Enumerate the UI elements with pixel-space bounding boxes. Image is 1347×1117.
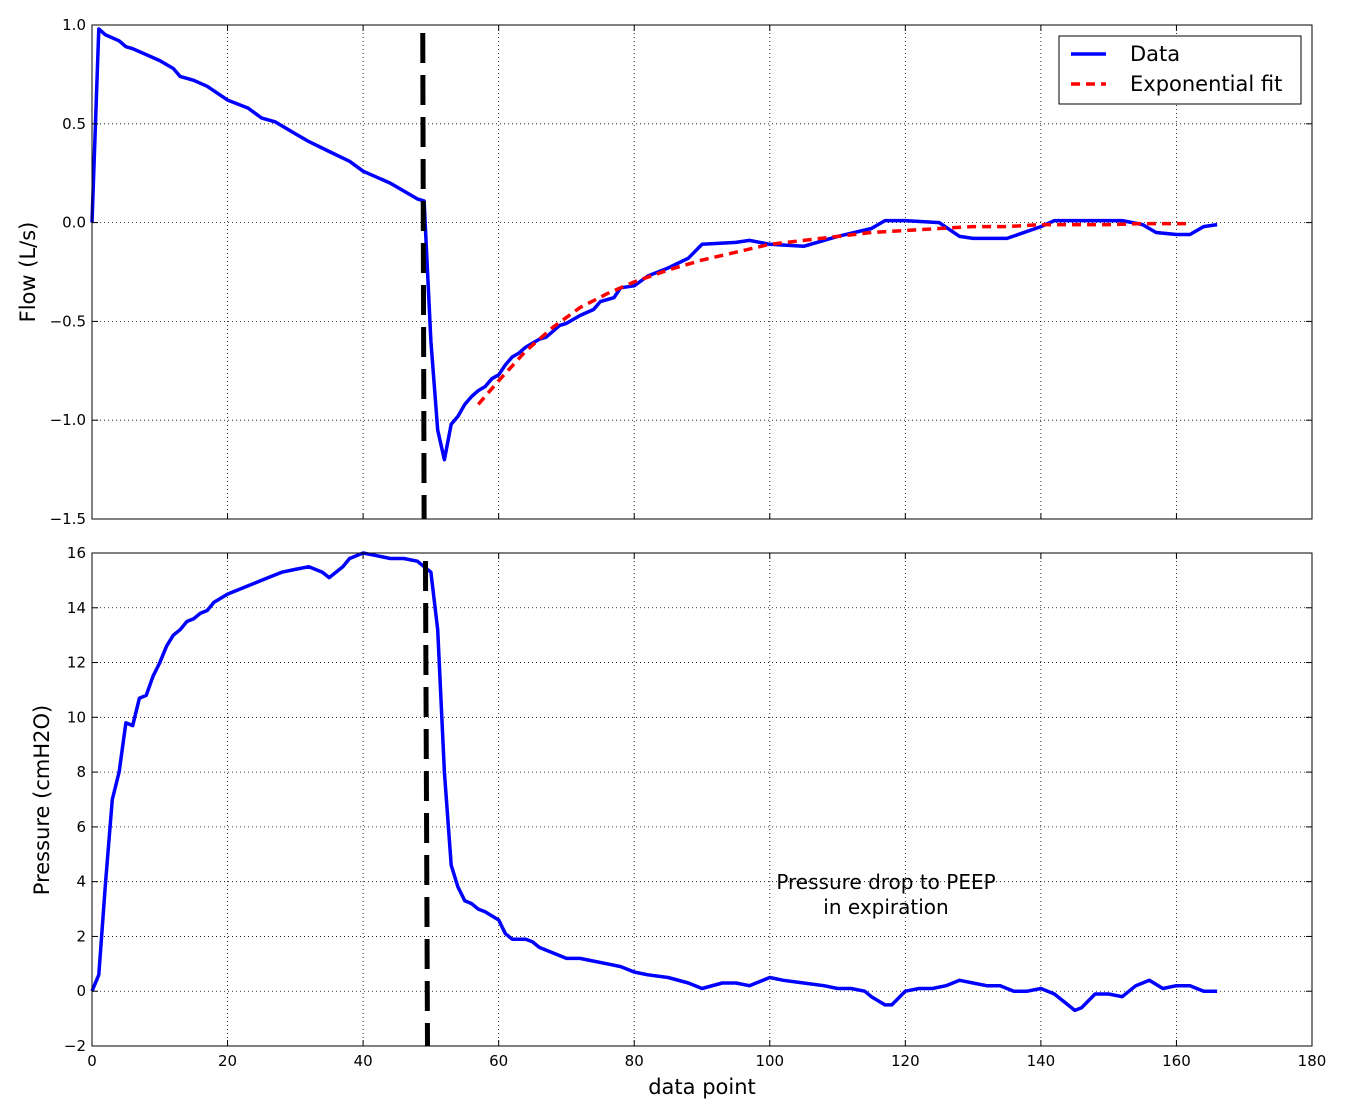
x-tick-label: 160 (1162, 1052, 1191, 1070)
x-tick-label: 140 (1027, 1052, 1056, 1070)
pressure-plot-frame (91, 552, 1313, 1047)
flow-phase-marker-line (420, 32, 427, 520)
pressure-panel: 0 20 40 60 80 100 120 140 160 180−20246810121416 … (30, 544, 1326, 1099)
pressure-data-line (90, 551, 1218, 1013)
flow-y-tick-label: 0.0 (62, 214, 86, 232)
x-tick-label: 120 (891, 1052, 920, 1070)
flow-fit-line (476, 221, 1190, 406)
pressure-phase-marker-line (422, 560, 430, 1047)
legend-data-label: Data (1130, 42, 1180, 66)
pressure-y-tick-label: 6 (76, 818, 86, 836)
x-tick-label: 180 (1298, 1052, 1327, 1070)
pressure-y-tick-label: 14 (67, 599, 86, 617)
pressure-y-tick-label: 10 (67, 708, 86, 726)
flow-series (90, 27, 1218, 520)
flow-y-tick-label: 0.5 (62, 115, 86, 133)
legend-fit-label: Exponential fit (1130, 72, 1282, 96)
flow-panel: −1.5 −1.0 −0.5 0.0 0.5 1.0 Flow (L/s) Data Ex… (16, 16, 1313, 528)
pressure-y-tick-label: 12 (67, 654, 86, 672)
flow-y-tick-label: −0.5 (50, 312, 86, 330)
flow-data-line (90, 27, 1218, 462)
x-tick-label: 80 (625, 1052, 644, 1070)
flow-ticks: −1.5 −1.0 −0.5 0.0 0.5 1.0 (50, 16, 1313, 528)
legend-box (1058, 35, 1302, 105)
pressure-y-tick-label: 4 (76, 873, 86, 891)
pressure-y-tick-label: 2 (76, 927, 86, 945)
x-tick-label: 40 (354, 1052, 373, 1070)
x-tick-label: 60 (489, 1052, 508, 1070)
annotation-line-1: Pressure drop to PEEP (776, 870, 995, 894)
pressure-y-tick-label: −2 (64, 1037, 86, 1055)
pressure-gridlines (92, 553, 1312, 1046)
x-tick-label: 20 (218, 1052, 237, 1070)
x-axis-label: data point (648, 1075, 756, 1099)
pressure-y-axis-label: Pressure (cmH2O) (30, 705, 54, 895)
annotation-line-2: in expiration (823, 895, 948, 919)
flow-y-axis-label: Flow (L/s) (16, 222, 40, 323)
flow-gridlines (92, 25, 1312, 519)
flow-y-tick-label: 1.0 (62, 16, 86, 34)
pressure-y-tick-label: 16 (67, 544, 86, 562)
x-tick-label: 100 (755, 1052, 784, 1070)
flow-y-tick-label: −1.0 (50, 411, 86, 429)
pressure-y-tick-label: 0 (76, 982, 86, 1000)
flow-y-tick-label: −1.5 (50, 510, 86, 528)
flow-legend: Data Exponential fit (1058, 35, 1302, 105)
flow-plot-frame (91, 24, 1313, 520)
pressure-y-tick-label: 8 (76, 763, 86, 781)
x-tick-label: 0 (87, 1052, 97, 1070)
pressure-series (90, 551, 1218, 1047)
